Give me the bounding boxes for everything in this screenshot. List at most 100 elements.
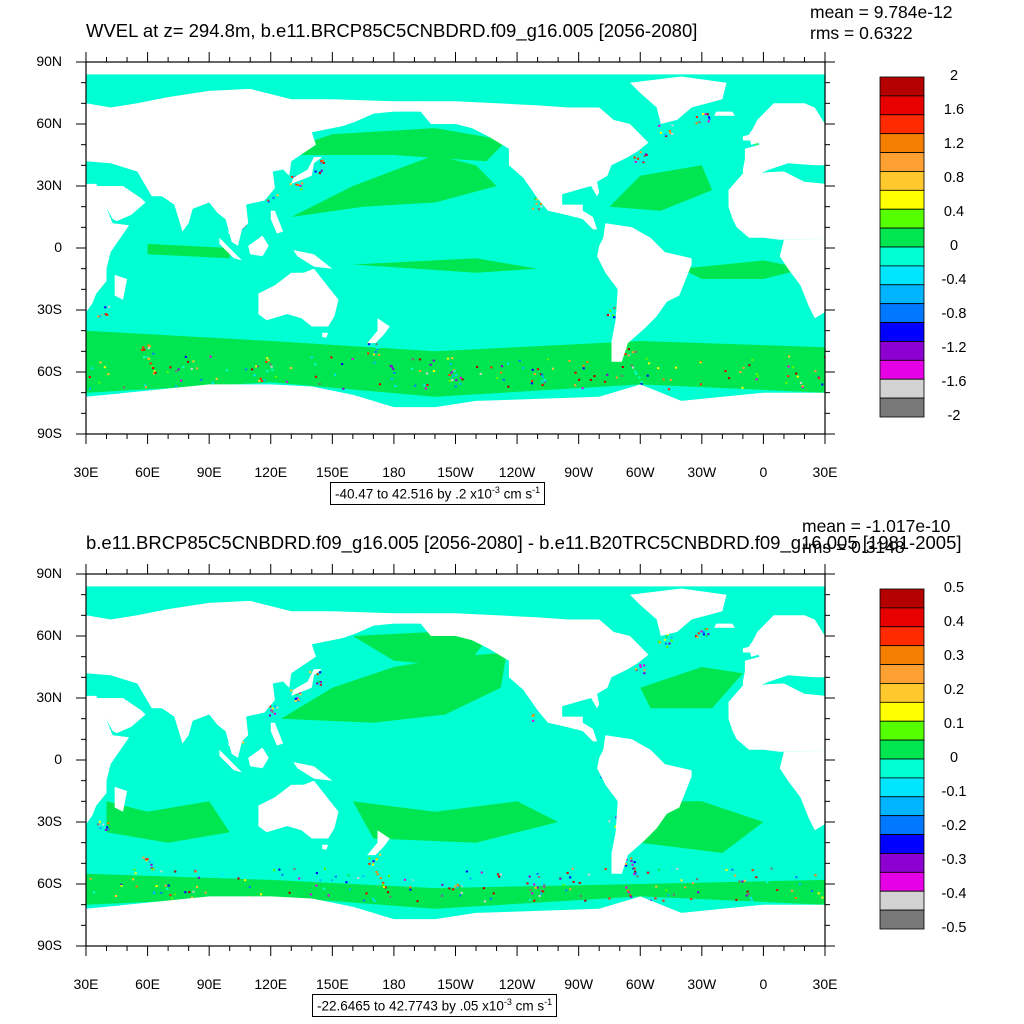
speckle — [459, 376, 462, 379]
lon-label: 30E — [73, 464, 99, 480]
speckle — [152, 891, 155, 894]
speckle — [533, 883, 536, 886]
colorbar-label: -1.2 — [941, 340, 967, 356]
speckle — [770, 867, 773, 870]
speckle — [188, 891, 191, 894]
bottom-stats: mean = -1.017e-10 rms = 0.3148 — [802, 516, 950, 558]
speckle — [409, 886, 412, 889]
speckle — [244, 879, 247, 882]
speckle — [180, 379, 183, 382]
speckle — [367, 343, 371, 346]
land-iceland — [714, 623, 735, 628]
speckle — [99, 361, 102, 364]
speckle — [739, 371, 742, 373]
speckle — [518, 359, 521, 362]
speckle — [707, 633, 710, 636]
colorbar-label: -0.1 — [941, 784, 967, 800]
speckle — [454, 385, 457, 388]
speckle — [120, 884, 123, 887]
speckle — [636, 157, 640, 160]
speckle — [133, 868, 136, 871]
speckle — [373, 900, 376, 903]
speckle — [265, 361, 268, 363]
bottom-range-unit: cm s — [511, 998, 545, 1014]
top-stats: mean = 9.784e-12 rms = 0.6322 — [810, 2, 953, 44]
speckle — [419, 370, 422, 372]
speckle — [299, 184, 302, 187]
positive-anomaly-region — [640, 667, 743, 709]
speckle — [707, 120, 710, 123]
speckle — [314, 170, 317, 173]
speckle — [99, 827, 102, 830]
speckle — [301, 182, 304, 185]
bottom-panel: b.e11.BRCP85C5CNBDRD.f09_g16.005 [2056-2… — [0, 512, 1024, 1024]
speckle — [579, 895, 582, 897]
speckle — [755, 143, 758, 145]
speckle — [670, 636, 673, 639]
top-mean: mean = 9.784e-12 — [810, 2, 953, 22]
speckle — [643, 154, 646, 157]
speckle — [647, 362, 651, 365]
top-rms: rms = 0.6322 — [810, 23, 913, 43]
speckle — [630, 860, 633, 862]
lon-label: 90W — [564, 976, 594, 992]
colorbar-label: 0.8 — [943, 170, 965, 186]
speckle — [742, 366, 745, 369]
speckle — [662, 899, 665, 902]
speckle — [441, 883, 444, 886]
speckle — [586, 361, 589, 363]
speckle — [376, 873, 379, 876]
speckle — [639, 151, 642, 154]
speckle — [290, 367, 293, 370]
speckle — [630, 857, 633, 860]
speckle — [187, 360, 190, 363]
speckle — [633, 867, 636, 870]
speckle — [640, 383, 643, 386]
speckle — [724, 370, 727, 373]
speckle — [657, 640, 661, 643]
ocean-field — [86, 62, 825, 434]
speckle — [705, 634, 708, 637]
speckle — [502, 378, 505, 381]
positive-anomaly-region — [147, 243, 230, 259]
colorbar-swatch — [879, 871, 925, 892]
speckle — [574, 371, 577, 374]
speckle — [220, 873, 224, 876]
positive-anomaly-region — [352, 258, 538, 273]
speckle — [211, 381, 214, 384]
speckle — [633, 861, 636, 864]
speckle — [390, 378, 393, 380]
speckle — [174, 893, 177, 896]
colorbar-swatch — [879, 664, 925, 684]
speckle — [341, 363, 344, 366]
speckle — [799, 381, 803, 384]
speckle — [148, 345, 151, 348]
lon-label: 150W — [437, 464, 474, 480]
speckle — [290, 689, 293, 692]
speckle — [528, 899, 532, 901]
lon-label: 150W — [437, 976, 474, 992]
speckle — [535, 198, 538, 201]
colorbar-swatch — [879, 777, 925, 798]
speckle — [310, 356, 313, 359]
speckle — [608, 897, 611, 900]
speckle — [99, 315, 102, 318]
speckle — [295, 693, 298, 696]
speckle — [631, 351, 634, 354]
speckle — [174, 363, 177, 366]
speckle — [479, 372, 482, 375]
speckle — [276, 194, 279, 197]
speckle — [788, 355, 791, 358]
speckle — [704, 628, 707, 631]
speckle — [544, 380, 547, 383]
colorbar-label: -0.2 — [941, 818, 967, 834]
speckle — [271, 193, 274, 196]
speckle — [323, 867, 327, 870]
speckle — [483, 900, 486, 903]
speckle — [270, 365, 273, 368]
speckle — [571, 867, 574, 870]
speckle — [613, 316, 616, 319]
speckle — [192, 890, 195, 893]
speckle — [541, 380, 544, 383]
speckle — [706, 628, 709, 631]
